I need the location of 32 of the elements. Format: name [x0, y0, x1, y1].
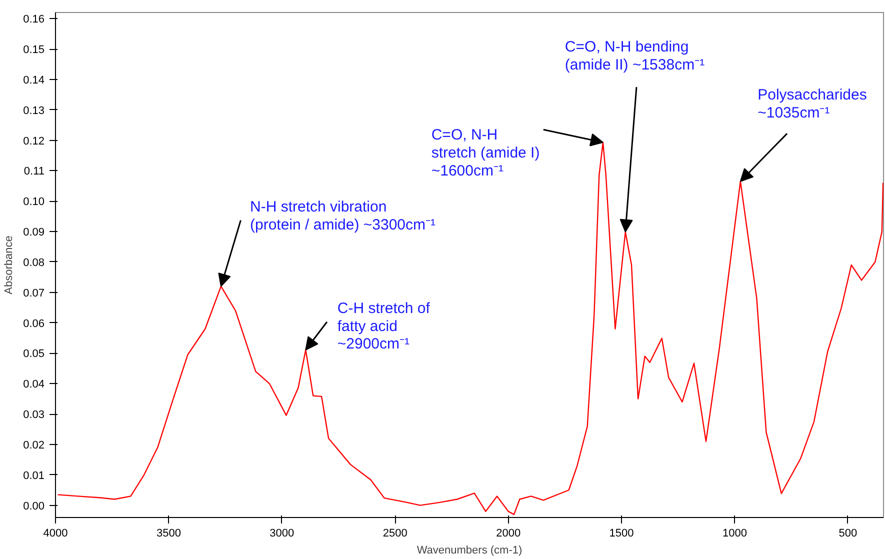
- x-tick-label: 3500: [156, 528, 181, 540]
- x-axis-title: Wavenumbers (cm-1): [416, 544, 522, 556]
- y-tick-label: 0.03: [23, 409, 45, 422]
- annotation: N-H stretch vibration (protein / amide) ~3300cm⁻¹: [250, 198, 436, 234]
- y-tick-label: 0.00: [23, 500, 45, 512]
- y-axis-title: Absorbance: [3, 236, 16, 294]
- y-tick-label: 0.06: [23, 318, 45, 330]
- y-tick-label: 0.01: [23, 470, 45, 482]
- y-tick-label: 0.09: [23, 226, 45, 239]
- y-tick-label: 0.07: [23, 287, 45, 300]
- x-tick-label: 500: [838, 528, 858, 540]
- y-tick-label: 0.08: [23, 256, 45, 269]
- y-tick-label: 0.11: [24, 166, 44, 178]
- y-tick-label: 0.04: [23, 378, 45, 391]
- annotation: C=O, N-H stretch (amide I) ~1600cm⁻¹: [431, 126, 540, 180]
- annotation: C-H stretch of fatty acid ~2900cm⁻¹: [337, 300, 431, 353]
- y-tick-label: 0.05: [23, 348, 45, 360]
- y-tick-label: 0.02: [23, 439, 45, 452]
- y-tick-label: 0.16: [23, 14, 45, 26]
- annotation: C=O, N-H bending (amide II) ~1538cm⁻¹: [564, 38, 705, 74]
- y-tick-label: 0.10: [23, 196, 45, 208]
- x-tick-label: 3000: [270, 528, 294, 540]
- annotation: Polysaccharides ~1035cm⁻¹: [758, 86, 867, 122]
- x-tick-label: 2500: [382, 528, 408, 540]
- y-tick-label: 0.15: [23, 44, 45, 56]
- x-tick-label: 1000: [722, 528, 747, 540]
- x-tick-label: 4000: [43, 528, 68, 540]
- y-tick-label: 0.13: [23, 104, 45, 117]
- y-tick-label: 0.14: [23, 74, 45, 86]
- x-tick-label: 2000: [496, 528, 521, 540]
- x-tick-label: 1500: [609, 528, 634, 540]
- y-tick-label: 0.12: [23, 135, 45, 148]
